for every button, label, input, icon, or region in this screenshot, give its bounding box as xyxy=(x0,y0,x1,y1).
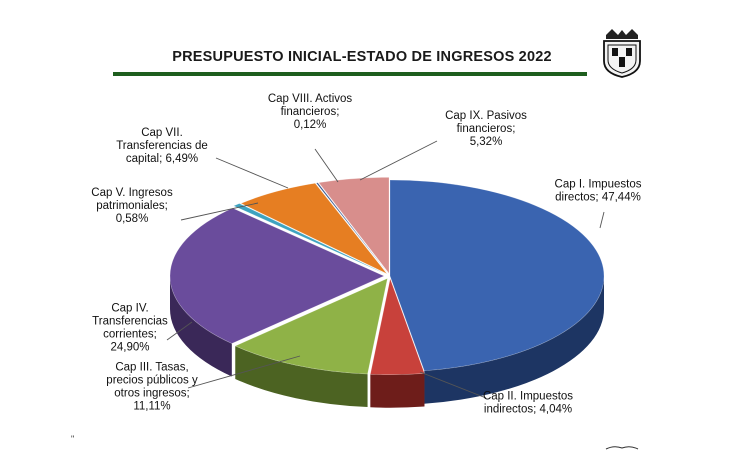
chart-title: PRESUPUESTO INICIAL-ESTADO DE INGRESOS 2… xyxy=(172,49,552,65)
leader-line xyxy=(359,140,438,181)
slice-label: Cap VIII. Activos financieros; 0,12% xyxy=(268,93,353,131)
leader-line xyxy=(314,148,339,183)
leader-line xyxy=(180,202,259,221)
coat-of-arms-logo xyxy=(603,29,641,78)
leader-line xyxy=(166,321,193,341)
slice-label: Cap II. Impuestos indirectos; 4,04% xyxy=(483,391,573,416)
slice-label: Cap VII. Transferencias de capital; 6,49% xyxy=(116,127,208,165)
leader-line xyxy=(215,157,289,189)
corner-mark: " xyxy=(71,434,75,444)
pie-slice-side xyxy=(424,276,604,404)
pie-slice xyxy=(234,277,388,375)
slice-label: Cap IV. Transferencias corrientes; 24,90% xyxy=(92,303,168,354)
pie-slice xyxy=(169,207,385,344)
pie-slice xyxy=(389,179,605,372)
slice-label: Cap III. Tasas, precios públicos y otros i… xyxy=(106,362,198,413)
bottom-ornament xyxy=(605,446,639,450)
leader-line xyxy=(419,371,487,399)
slice-label: Cap IX. Pasivos financieros; 5,32% xyxy=(445,110,527,148)
pie-slice-side xyxy=(170,275,232,377)
pie-slice xyxy=(318,177,390,275)
title-underline xyxy=(113,72,587,76)
leader-line xyxy=(599,211,605,229)
slice-label: Cap I. Impuestos directos; 47,44% xyxy=(555,179,642,204)
pie-slice xyxy=(232,203,386,275)
pie-slice-side xyxy=(370,373,425,408)
pie-slice-side xyxy=(235,345,368,408)
pie-slice xyxy=(315,182,389,274)
pie-slice xyxy=(240,182,388,274)
slice-label: Cap V. Ingresos patrimoniales; 0,58% xyxy=(91,187,173,225)
leader-line xyxy=(187,355,301,389)
